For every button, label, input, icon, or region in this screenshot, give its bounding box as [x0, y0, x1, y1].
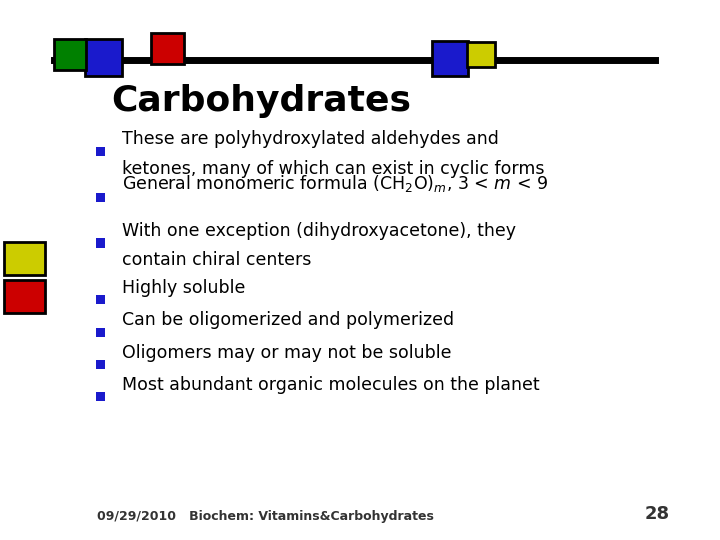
Bar [4, 280, 45, 313]
Bar [96, 295, 106, 304]
Bar [96, 238, 106, 247]
Bar [54, 39, 86, 70]
Text: These are polyhydroxylated aldehydes and: These are polyhydroxylated aldehydes and [122, 131, 499, 149]
Bar [96, 146, 106, 156]
Text: 28: 28 [644, 505, 670, 523]
Text: Most abundant organic molecules on the planet: Most abundant organic molecules on the p… [122, 376, 540, 394]
Bar [96, 392, 106, 402]
Bar [432, 41, 468, 76]
Text: ketones, many of which can exist in cyclic forms: ketones, many of which can exist in cycl… [122, 160, 545, 178]
Bar [151, 33, 184, 64]
Text: Carbohydrates: Carbohydrates [112, 84, 412, 118]
Text: Highly soluble: Highly soluble [122, 279, 246, 297]
Bar [96, 327, 106, 337]
Text: With one exception (dihydroxyacetone), they: With one exception (dihydroxyacetone), t… [122, 222, 516, 240]
Bar [4, 242, 45, 275]
Text: Can be oligomerized and polymerized: Can be oligomerized and polymerized [122, 312, 454, 329]
Text: 09/29/2010   Biochem: Vitamins&Carbohydrates: 09/29/2010 Biochem: Vitamins&Carbohydrat… [97, 510, 434, 523]
Text: contain chiral centers: contain chiral centers [122, 252, 312, 269]
Bar [85, 39, 122, 76]
Text: Oligomers may or may not be soluble: Oligomers may or may not be soluble [122, 344, 452, 362]
Bar [96, 192, 106, 201]
Bar [96, 360, 106, 369]
Text: General monomeric formula (CH$_2$O)$_m$, 3 < $m$ < 9: General monomeric formula (CH$_2$O)$_m$,… [122, 173, 549, 194]
Bar [467, 42, 495, 67]
